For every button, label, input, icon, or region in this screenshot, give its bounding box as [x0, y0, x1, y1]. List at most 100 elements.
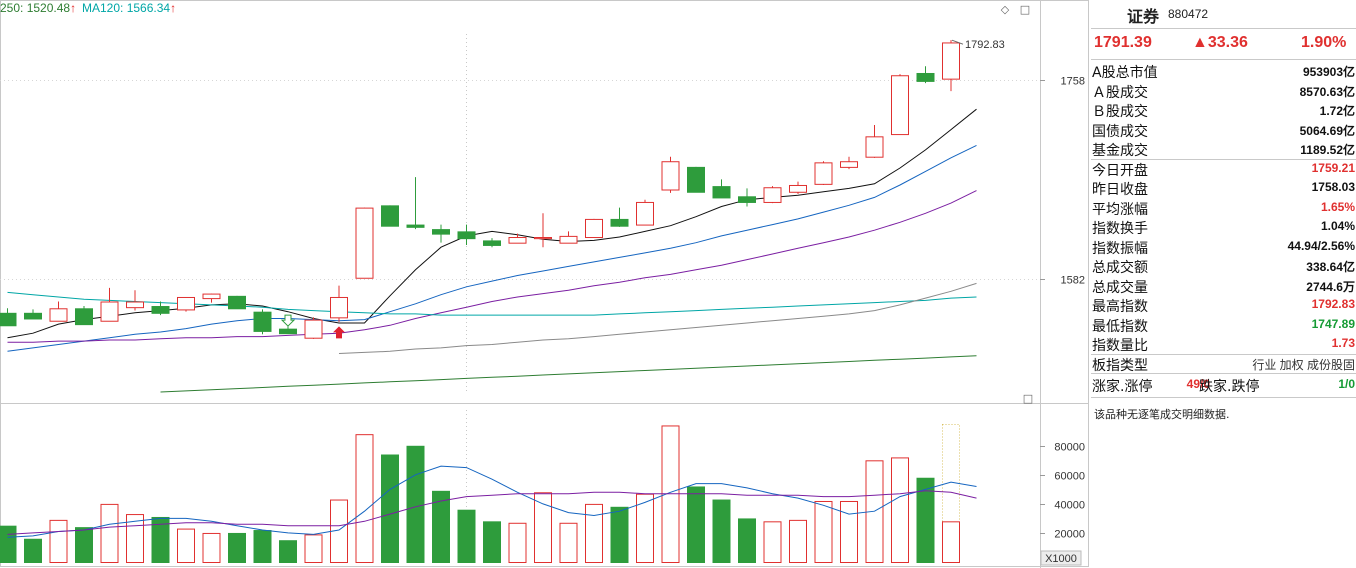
candle-body	[687, 166, 705, 193]
volume-bar	[763, 521, 782, 563]
volume-bar	[508, 522, 527, 563]
ma120-legend: MA120: 1566.34↑	[82, 1, 177, 15]
candle-body	[865, 136, 884, 158]
volume-tick-label: 40000	[1054, 500, 1085, 512]
stat-value: 5064.69亿	[1299, 123, 1355, 138]
stat-row: 指数换手 1.04%	[1091, 218, 1356, 237]
candle-body	[126, 301, 144, 309]
stat-row: 国债成交 5064.69亿	[1091, 121, 1356, 140]
volume-forecast-box	[942, 424, 960, 563]
candle-body	[228, 295, 246, 310]
stat-value: 1.73	[1331, 336, 1355, 350]
candle-body	[177, 296, 195, 311]
candle-body	[24, 312, 42, 320]
stat-value: 1.04%	[1320, 219, 1355, 233]
moving-average-line	[7, 291, 977, 316]
candle-body	[202, 293, 221, 300]
stat-row: 平均涨幅 1.65%	[1091, 199, 1356, 218]
volume-bar	[304, 534, 323, 564]
stat-row: Ａ股成交 8570.63亿	[1091, 82, 1356, 101]
price-tick-label: 1758	[1061, 76, 1085, 88]
stat-value: 1792.83	[1311, 297, 1355, 311]
down-value: 1/0	[1338, 377, 1355, 391]
stat-label: 总成交量	[1092, 279, 1148, 296]
candle-body	[610, 218, 629, 227]
candle-body	[279, 328, 297, 335]
candle-body	[712, 186, 731, 199]
last-price: 1791.39	[1094, 34, 1152, 51]
candle-body	[304, 319, 323, 339]
stat-label: 指数量比	[1092, 338, 1148, 354]
candle-body	[891, 75, 909, 136]
stat-value: 行业 加权 成份股固	[1252, 357, 1355, 372]
volume-bar	[49, 519, 68, 563]
volume-bar	[457, 509, 476, 563]
volume-tick-label: 60000	[1054, 471, 1085, 483]
moving-average-line	[160, 355, 977, 393]
tick-data-note: 该品种无逐笔成交明细数据.	[1094, 408, 1230, 421]
volume-bar	[279, 540, 297, 563]
sector-name: 证券	[1127, 9, 1160, 26]
volume-bar	[406, 445, 425, 563]
up-label: 涨家.涨停	[1092, 379, 1153, 395]
moving-average-line	[7, 190, 977, 343]
stat-row: 今日开盘 1759.21	[1091, 160, 1356, 179]
down-label: 跌家.跌停	[1199, 379, 1260, 395]
sector-code: 880472	[1168, 7, 1209, 21]
volume-bar	[177, 528, 195, 564]
up-value: 49/0	[1186, 377, 1210, 391]
stat-label: 最高指数	[1092, 299, 1148, 315]
stat-label: 总成交额	[1092, 260, 1148, 276]
stat-label: 国债成交	[1092, 123, 1148, 140]
stat-row: 指数量比 1.73	[1091, 335, 1356, 354]
volume-bar	[687, 486, 705, 564]
volume-bar	[202, 532, 221, 564]
volume-bar	[712, 499, 731, 563]
candle-body	[585, 218, 603, 239]
candle-body	[457, 231, 476, 240]
candle-body	[355, 207, 374, 279]
stat-label: 最低指数	[1092, 318, 1148, 335]
candle-body	[381, 205, 399, 227]
candle-body	[840, 161, 858, 168]
volume-multiplier-label: X1000	[1045, 553, 1077, 565]
stat-label: 今日开盘	[1092, 162, 1148, 179]
candle-body	[0, 312, 17, 327]
candle-body	[738, 196, 756, 203]
stat-row: 指数振幅 44.94/2.56%	[1091, 238, 1356, 257]
volume-bar	[610, 506, 629, 563]
price-tick-label: 1582	[1061, 275, 1085, 287]
stat-value: 1.72亿	[1319, 104, 1355, 118]
stat-row: 最低指数 1747.89	[1091, 316, 1356, 335]
stat-label: 指数振幅	[1092, 240, 1148, 257]
box-icon: □	[1020, 3, 1030, 16]
candle-body	[814, 162, 833, 185]
stat-label: Ｂ股成交	[1092, 104, 1148, 120]
volume-tick-label: 80000	[1054, 442, 1085, 454]
price-change: ▲33.36	[1192, 34, 1248, 51]
stat-label: Ａ股成交	[1092, 84, 1148, 101]
stat-row: 最高指数 1792.83	[1091, 296, 1356, 315]
kline-chart[interactable]: 1582 1758 20000 40000 60000 80000 ◇ □ □ X1000 1792…	[0, 0, 1089, 568]
volume-bar	[814, 500, 833, 563]
volume-bar	[381, 454, 399, 563]
price-change-pct: 1.90%	[1301, 34, 1347, 51]
stat-value: 1759.21	[1311, 160, 1355, 175]
candle-body	[789, 184, 807, 193]
ma250-legend: 250: 1520.48↑	[0, 1, 77, 15]
quote-panel: 证券 880472 1791.39 ▲33.36 1.90% A股总市值 9539…	[1091, 0, 1356, 568]
stat-row: 基金成交 1189.52亿	[1091, 140, 1356, 159]
volume-bar	[151, 516, 170, 564]
stat-value: 1747.89	[1311, 316, 1355, 331]
candle-body	[661, 161, 680, 191]
stat-label: 指数换手	[1092, 221, 1148, 237]
candle-body	[508, 237, 527, 244]
stat-label: A股总市值	[1092, 65, 1158, 81]
candle-body	[49, 308, 68, 322]
stat-row: Ｂ股成交 1.72亿	[1091, 101, 1356, 120]
volume-bar	[0, 525, 17, 563]
high-annotation-label: 1792.83	[965, 39, 1005, 51]
updown-row: 涨家.涨停 49/0 跌家.跌停 1/0	[1091, 376, 1356, 395]
candle-body	[534, 237, 552, 240]
chart-frame	[0, 0, 1089, 567]
